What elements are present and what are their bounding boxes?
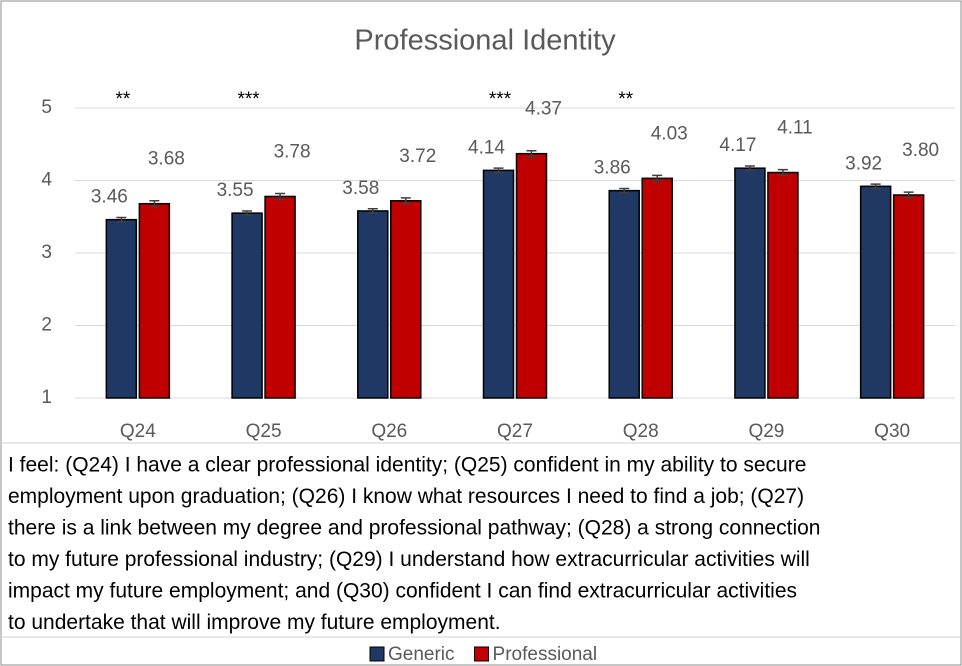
caption-line: employment upon graduation; (Q26) I know… [8,485,804,508]
bar [608,189,640,399]
legend-swatch [369,646,385,662]
significance-label: ** [115,89,130,110]
error-bar [493,167,504,174]
bar [105,218,138,399]
y-tick-label: 3 [41,242,52,263]
error-bar [744,165,755,172]
bar [641,177,673,399]
caption-line: there is a link between my degree and pr… [8,517,820,540]
y-tick-label: 2 [41,315,52,336]
data-label: 4.17 [719,135,756,156]
data-label: 3.68 [148,149,185,170]
y-tick-label: 1 [41,387,52,408]
error-bar [149,200,160,208]
x-tick-label: Q25 [246,421,282,442]
data-label: 4.14 [468,137,505,158]
error-bar [242,210,253,217]
y-tick-label: 5 [41,97,52,118]
error-bar [526,150,537,158]
bar [357,210,389,399]
error-bar [367,208,378,214]
bar [482,169,515,399]
y-tick-label: 4 [41,170,52,191]
bar [767,171,799,399]
bar [892,194,925,399]
legend-swatch [474,646,490,662]
bar [859,185,892,399]
data-label: 3.58 [342,178,379,199]
bar [390,200,422,399]
x-tick-label: Q29 [748,421,784,442]
caption-line: I feel: (Q24) I have a clear professiona… [8,454,806,477]
data-label: 3.72 [399,146,436,167]
chart-title: Professional Identity [354,25,616,57]
x-tick-label: Q27 [497,421,533,442]
data-label: 4.11 [777,118,813,139]
data-label: 4.37 [525,99,562,120]
bar [515,152,548,399]
error-bar [652,174,663,182]
data-label: 3.55 [217,180,254,201]
caption-line: to undertake that will improve my future… [8,611,501,634]
data-label: 3.78 [274,141,311,162]
data-label: 3.86 [594,158,631,179]
data-label: 4.03 [651,123,688,144]
legend-label: Generic [388,644,455,665]
x-tick-label: Q28 [623,421,659,442]
bar [734,167,766,399]
error-bar [619,187,630,194]
data-label: 3.92 [845,153,882,174]
bar [231,212,263,399]
bar [264,195,296,399]
legend-label: Professional [493,644,598,665]
x-tick-label: Q30 [874,421,910,442]
x-tick-label: Q24 [120,421,156,442]
error-bar [116,216,127,223]
x-tick-label: Q26 [371,421,407,442]
caption-line: impact my future employment; and (Q30) c… [8,580,797,603]
error-bar [777,168,788,177]
bar [138,202,171,399]
data-label: 3.80 [902,140,939,161]
data-label: 3.46 [91,187,128,208]
error-bar [275,192,286,201]
error-bar [400,197,411,205]
significance-label: *** [489,89,512,110]
significance-label: *** [237,89,260,110]
error-bar [903,191,914,199]
caption-line: to my future professional industry; (Q29… [8,548,810,571]
error-bar [870,183,881,190]
significance-label: ** [618,89,633,110]
